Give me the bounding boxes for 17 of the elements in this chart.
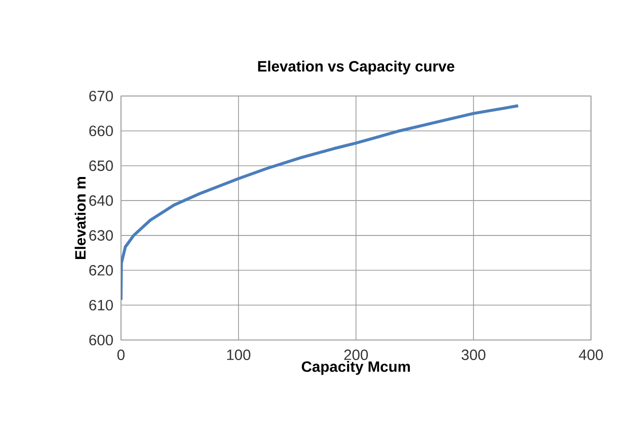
chart-title: Elevation vs Capacity curve (258, 60, 454, 75)
y-tick-label: 640 (89, 195, 113, 206)
y-tick-label: 670 (89, 90, 113, 102)
x-tick-label: 0 (117, 349, 125, 360)
x-tick-label: 200 (344, 349, 368, 360)
x-tick-label: 100 (227, 349, 250, 360)
y-tick-label: 620 (89, 264, 113, 276)
line-series (121, 104, 520, 302)
y-tick-label: 660 (89, 126, 113, 136)
y-tick-label: 650 (89, 160, 113, 171)
y-tick-label: 630 (89, 230, 113, 241)
y-tick-label: 600 (89, 334, 113, 346)
y-tick-label: 610 (89, 300, 113, 310)
x-tick-label: 400 (578, 349, 603, 360)
y-axis-title: Elevation m (74, 177, 86, 259)
x-axis-title: Capacity Mcum (302, 360, 410, 375)
x-tick-label: 300 (462, 349, 486, 360)
